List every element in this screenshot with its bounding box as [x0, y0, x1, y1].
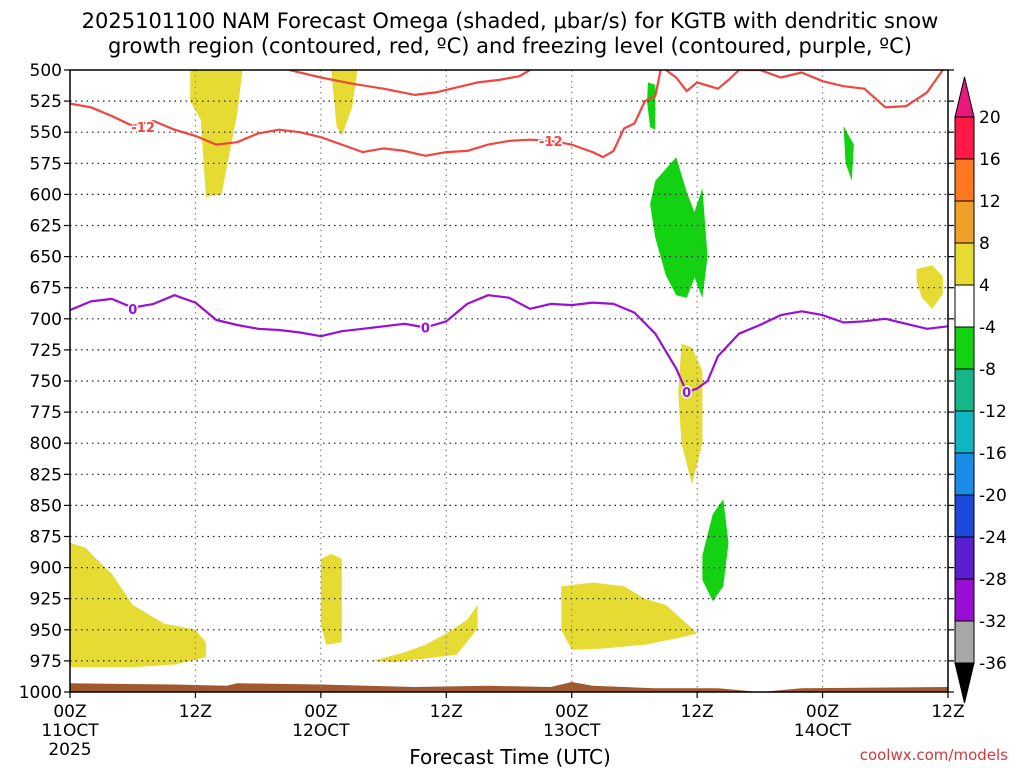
omega-region-negative-10 — [691, 188, 708, 298]
colorbar-top-arrow — [954, 76, 975, 118]
colorbar-swatch — [954, 242, 975, 286]
chart-title-line2: growth region (contoured, red, ºC) and f… — [108, 34, 912, 58]
contour-dgz_minus12_upper_left — [289, 70, 531, 96]
x-tick-label: 12Z — [931, 702, 964, 722]
colorbar-swatch — [954, 284, 975, 328]
x-tick-label: 12Z — [179, 702, 212, 722]
y-tick-label: 900 — [30, 559, 62, 579]
omega-region-negative-9 — [650, 157, 698, 298]
colorbar-label: 4 — [979, 276, 990, 296]
colorbar-swatch — [954, 452, 975, 496]
y-tick-label: 925 — [30, 590, 62, 610]
colorbar-label: 8 — [979, 234, 990, 254]
colorbar-label: -32 — [979, 612, 1007, 632]
colorbar-label: -36 — [979, 654, 1007, 674]
y-tick-label: 700 — [30, 310, 62, 330]
plot-content: -12 -12 0 0 0 — [70, 70, 948, 692]
contour-label: -12 — [131, 121, 155, 136]
colorbar-label: -24 — [979, 528, 1007, 548]
y-tick-label: 675 — [30, 279, 62, 299]
x-tick-label: 12Z — [430, 702, 463, 722]
colorbar-swatch — [954, 368, 975, 412]
colorbar-label: -28 — [979, 570, 1007, 590]
colorbar-swatch — [954, 410, 975, 454]
y-tick-label: 500 — [30, 61, 62, 81]
axes: 500 525 550 575 600 625 650 675 700 725 750 775 800 8… — [19, 61, 965, 760]
chart-title-line1: 2025101100 NAM Forecast Omega (shaded, μ… — [82, 9, 939, 33]
y-tick-label: 550 — [30, 123, 62, 143]
y-tick-label: 950 — [30, 621, 62, 641]
colorbar-label: -16 — [979, 444, 1007, 464]
x-axis-title: Forecast Time (UTC) — [409, 745, 611, 768]
colorbar-swatch — [954, 494, 975, 538]
x-tick-date-label: 13OCT — [543, 721, 601, 741]
contour-freezing_level_0 — [70, 294, 948, 394]
y-tick-label: 600 — [30, 185, 62, 205]
y-tick-label: 1000 — [19, 683, 62, 703]
terrain-fill — [70, 682, 948, 692]
y-tick-label: 650 — [30, 248, 62, 268]
x-tick-year-label: 2025 — [48, 740, 91, 760]
colorbar-label: -8 — [979, 360, 996, 380]
y-tick-label: 800 — [30, 434, 62, 454]
y-tick-label: 875 — [30, 528, 62, 548]
colorbar-swatch — [954, 536, 975, 580]
omega-region-positive-6 — [678, 343, 703, 485]
plot-area: -12 -12 0 0 0 — [70, 70, 948, 692]
contour-label: 0 — [421, 322, 430, 337]
contour-label: 0 — [682, 386, 691, 401]
x-tick-label: 00Z — [806, 702, 839, 722]
omega-region-positive-4 — [373, 604, 478, 663]
y-tick-label: 975 — [30, 652, 62, 672]
y-tick-label: 725 — [30, 341, 62, 361]
omega-region-positive-7 — [916, 265, 943, 309]
y-tick-label: 850 — [30, 496, 62, 516]
colorbar-swatch — [954, 620, 975, 664]
colorbar-swatch — [954, 116, 975, 160]
y-tick-label: 825 — [30, 465, 62, 485]
contour-label: -12 — [539, 135, 563, 150]
contour-dgz_minus12 — [70, 70, 662, 159]
omega-region-positive-2 — [70, 542, 206, 668]
colorbar-label: -12 — [979, 402, 1007, 422]
y-tick-label: 625 — [30, 217, 62, 237]
x-tick-label: 00Z — [555, 702, 588, 722]
omega-region-negative-11 — [702, 499, 729, 602]
colorbar-swatch — [954, 578, 975, 622]
omega-region-positive-1 — [331, 70, 358, 136]
plot-frame — [69, 69, 949, 693]
y-tick-label: 775 — [30, 403, 62, 423]
y-tick-label: 525 — [30, 92, 62, 112]
colorbar-label: -4 — [979, 318, 996, 338]
x-tick-label: 00Z — [53, 702, 86, 722]
omega-region-negative-8 — [647, 82, 656, 130]
colorbar: 20 16 12 8 4 -4 -8 -12 -16 -20 -24 -28 -32 -36 — [954, 76, 1007, 704]
contour-label: 0 — [128, 303, 137, 318]
x-tick-label: 12Z — [681, 702, 714, 722]
y-tick-label: 575 — [30, 154, 62, 174]
colorbar-swatch — [954, 326, 975, 370]
omega-region-positive-3 — [320, 553, 342, 645]
colorbar-swatch — [954, 158, 975, 202]
omega-region-positive-5 — [561, 582, 698, 650]
colorbar-label: 16 — [979, 150, 1001, 170]
credit-text: coolwx.com/models — [860, 746, 1008, 764]
colorbar-label: 20 — [979, 108, 1001, 128]
x-tick-label: 00Z — [304, 702, 337, 722]
omega-region-positive-0 — [190, 70, 243, 197]
colorbar-swatch — [954, 200, 975, 244]
contour-dgz_minus12_upper_right — [665, 70, 944, 109]
x-tick-date-label: 14OCT — [794, 721, 852, 741]
y-tick-label: 750 — [30, 372, 62, 392]
omega-region-negative-12 — [843, 126, 854, 181]
colorbar-label: 12 — [979, 192, 1001, 212]
colorbar-bottom-arrow — [954, 662, 975, 704]
colorbar-label: -20 — [979, 486, 1007, 506]
x-tick-date-label: 12OCT — [292, 721, 350, 741]
x-tick-date-label: 11OCT — [41, 721, 99, 741]
